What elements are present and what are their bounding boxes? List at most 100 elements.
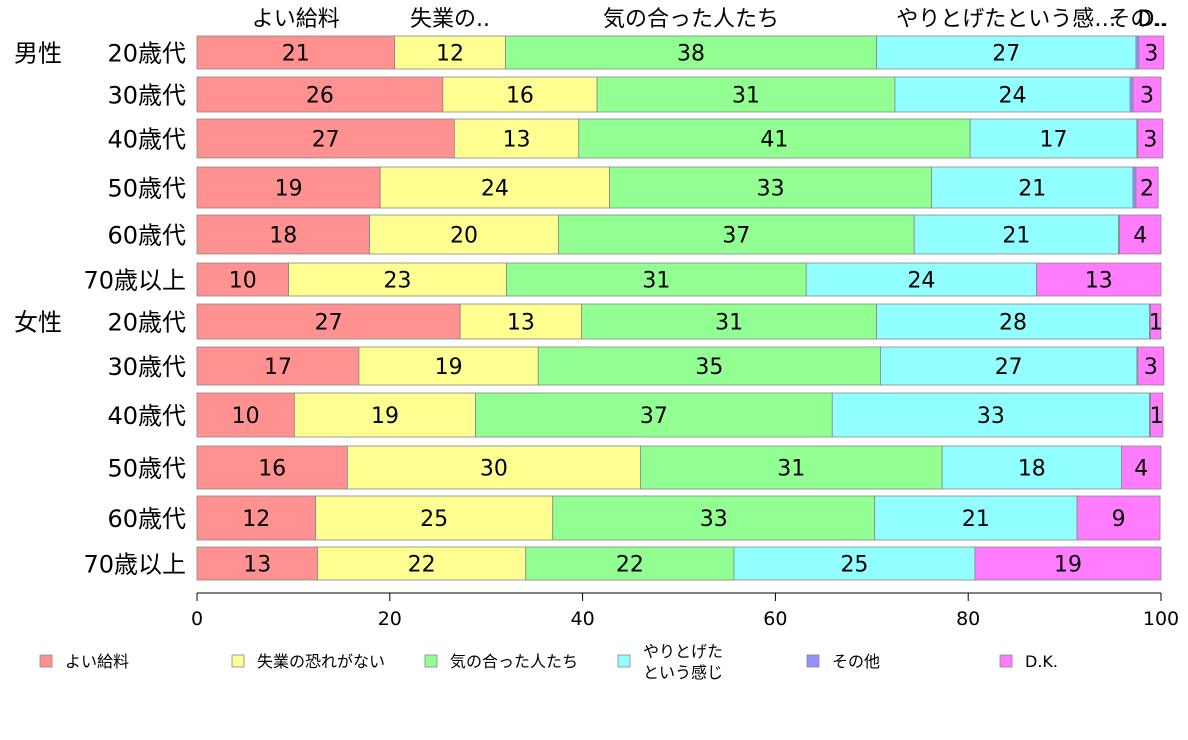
data-label: 20 (450, 224, 478, 249)
top-series-label: 気の合った人たち (603, 7, 779, 32)
bar-segment (394, 35, 506, 70)
bar-segment (1121, 445, 1162, 490)
data-label: 26 (306, 84, 334, 109)
data-label: 21 (1018, 177, 1046, 202)
bar-segment (1132, 76, 1162, 113)
data-label: 25 (840, 553, 868, 578)
data-label: 27 (995, 355, 1023, 380)
data-label: 37 (722, 224, 750, 249)
bar-segment (1119, 214, 1162, 255)
data-label: 38 (677, 42, 705, 67)
data-label: 12 (242, 507, 270, 532)
bar-segment (196, 214, 370, 255)
data-label: 27 (312, 128, 340, 153)
bar-segment (442, 76, 598, 113)
bar-segment (317, 546, 527, 581)
bar-segment (196, 346, 360, 386)
bar-segment (558, 214, 915, 255)
data-label: 27 (992, 42, 1020, 67)
bar-segment (609, 166, 932, 209)
bar-segment (578, 118, 971, 159)
legend-swatch (617, 654, 631, 668)
bar-segment (876, 35, 1137, 70)
data-label: 33 (977, 404, 1005, 429)
bar-segment (1137, 346, 1165, 386)
legend-label: 気の合った人たち (450, 652, 578, 671)
category-label: 60歳代 (107, 505, 186, 533)
data-label: 24 (907, 269, 935, 294)
bar-segment (931, 166, 1134, 209)
bar-segment (596, 76, 896, 113)
data-label: 24 (481, 177, 509, 202)
bar-segment (196, 546, 318, 581)
data-label: 31 (715, 311, 743, 336)
data-label: 33 (700, 507, 728, 532)
data-label: 21 (962, 507, 990, 532)
data-label: 18 (269, 224, 297, 249)
x-tick-label: 80 (956, 608, 980, 630)
bar-segment (1135, 35, 1140, 70)
x-tick-label: 0 (191, 608, 203, 630)
bar-segment (537, 346, 881, 386)
data-label: 13 (1085, 269, 1113, 294)
data-label: 1 (1150, 404, 1164, 429)
legend-label: 失業の恐れがない (257, 652, 385, 671)
data-label: 10 (229, 269, 257, 294)
data-label: 13 (243, 553, 271, 578)
bar-segment (1138, 35, 1165, 70)
category-label: 50歳代 (107, 175, 186, 203)
top-series-label: 失業の.. (410, 7, 490, 32)
legend-swatch (999, 654, 1013, 668)
category-label: 60歳代 (107, 222, 186, 250)
category-label: 70歳以上 (83, 551, 186, 579)
data-label: 31 (777, 457, 805, 482)
data-label: 27 (315, 311, 343, 336)
bar-segment (894, 76, 1131, 113)
bar-segment (1137, 118, 1164, 159)
bar-segment (969, 118, 1138, 159)
bar-segment (1076, 495, 1161, 541)
category-label: 40歳代 (107, 402, 186, 430)
bar-segment (1129, 76, 1134, 113)
data-label: 3 (1140, 84, 1154, 109)
legend-swatch (424, 654, 438, 668)
bar-segment (1036, 262, 1162, 297)
bar-segment (1135, 166, 1159, 209)
data-label: 19 (371, 404, 399, 429)
data-label: 24 (999, 84, 1027, 109)
bar-segment (196, 76, 444, 113)
bar-segment (640, 445, 943, 490)
group-label: 女性 (14, 309, 62, 337)
data-label: 19 (1054, 553, 1082, 578)
bar-segment (196, 495, 316, 541)
bar-segment (974, 546, 1162, 581)
bar-segment (874, 495, 1078, 541)
bar-segment (293, 392, 476, 438)
bar-segment (525, 546, 735, 581)
legend-label: という感じ (643, 663, 723, 682)
data-label: 37 (640, 404, 668, 429)
group-label: 男性 (14, 40, 62, 68)
bar-segment (1149, 303, 1162, 340)
category-label: 30歳代 (107, 82, 186, 110)
legend-swatch (39, 654, 53, 668)
category-label: 20歳代 (107, 309, 186, 337)
data-label: 21 (1002, 224, 1030, 249)
data-label: 41 (760, 128, 788, 153)
x-tick-label: 40 (571, 608, 595, 630)
data-label: 33 (757, 177, 785, 202)
category-label: 30歳代 (107, 353, 186, 381)
top-series-label: よい給料 (252, 7, 340, 32)
data-label: 9 (1112, 507, 1126, 532)
data-label: 19 (435, 355, 463, 380)
data-label: 17 (1040, 128, 1068, 153)
bar-segment (475, 392, 833, 438)
data-label: 16 (506, 84, 534, 109)
bar-segment (1132, 166, 1137, 209)
category-label: 20歳代 (107, 40, 186, 68)
x-tick-label: 100 (1143, 608, 1179, 630)
data-label: 2 (1140, 177, 1154, 202)
data-label: 28 (999, 311, 1027, 336)
bar-segment (581, 303, 878, 340)
